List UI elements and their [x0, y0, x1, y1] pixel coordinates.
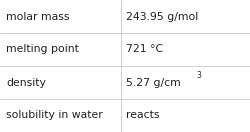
Text: melting point: melting point: [6, 44, 79, 55]
Text: 5.27 g/cm: 5.27 g/cm: [126, 77, 181, 88]
Text: density: density: [6, 77, 46, 88]
Text: 721 °C: 721 °C: [126, 44, 164, 55]
Text: 3: 3: [197, 71, 202, 80]
Text: solubility in water: solubility in water: [6, 110, 103, 121]
Text: 243.95 g/mol: 243.95 g/mol: [126, 11, 198, 22]
Text: molar mass: molar mass: [6, 11, 70, 22]
Text: reacts: reacts: [126, 110, 160, 121]
